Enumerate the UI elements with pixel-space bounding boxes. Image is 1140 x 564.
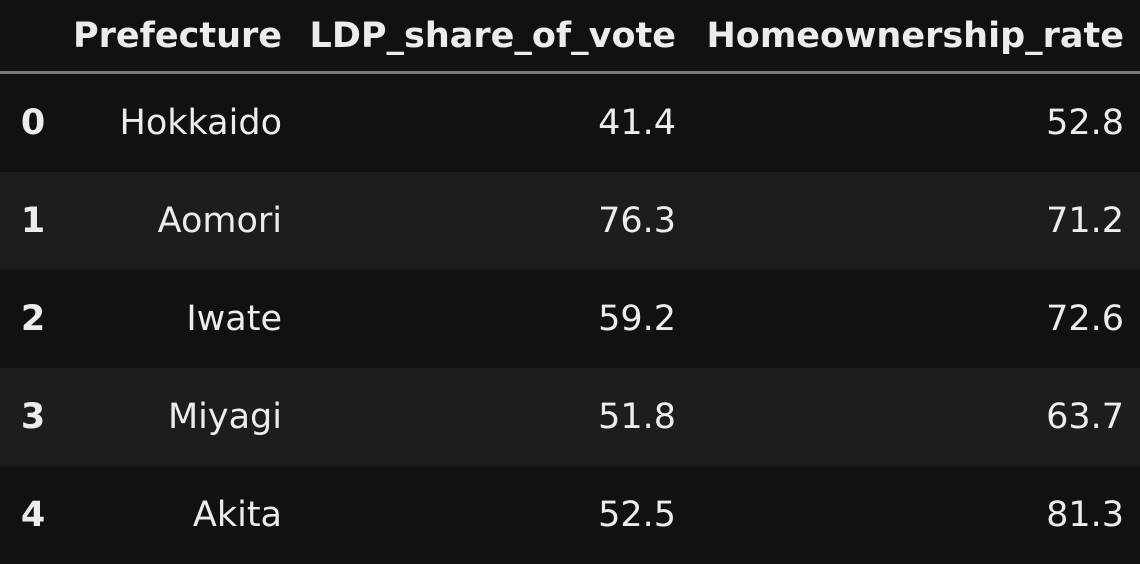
column-header: Prefecture (72, 15, 282, 56)
table-cell: Miyagi (167, 397, 282, 437)
table-row: 4 Akita 52.5 81.3 (0, 466, 1140, 564)
table-cell: 71.2 (1046, 201, 1124, 241)
row-index: 4 (20, 495, 46, 535)
row-index: 1 (20, 201, 46, 241)
table-cell: 63.7 (1046, 397, 1124, 437)
table-row: 2 Iwate 59.2 72.6 (0, 270, 1140, 368)
table-cell: 76.3 (598, 201, 676, 241)
table-cell: 81.3 (1046, 495, 1124, 535)
table-cell: Akita (192, 495, 282, 535)
table-cell: Hokkaido (119, 103, 282, 143)
table-cell: 59.2 (598, 299, 676, 339)
row-index: 0 (20, 103, 46, 143)
table-cell: 52.5 (598, 495, 676, 535)
table-cell: 52.8 (1046, 103, 1124, 143)
table-row: 0 Hokkaido 41.4 52.8 (0, 74, 1140, 172)
table-cell: 41.4 (598, 103, 676, 143)
table-row: 1 Aomori 76.3 71.2 (0, 172, 1140, 270)
table-cell: Aomori (157, 201, 282, 241)
column-header: LDP_share_of_vote (309, 15, 676, 56)
row-index: 2 (20, 299, 46, 339)
column-header: Homeownership_rate (706, 15, 1125, 56)
table-cell: Iwate (186, 299, 282, 339)
table-cell: 51.8 (598, 397, 676, 437)
header-row: Prefecture LDP_share_of_vote Homeownersh… (0, 0, 1140, 74)
table-row: 3 Miyagi 51.8 63.7 (0, 368, 1140, 466)
table-cell: 72.6 (1046, 299, 1124, 339)
row-index: 3 (20, 397, 46, 437)
